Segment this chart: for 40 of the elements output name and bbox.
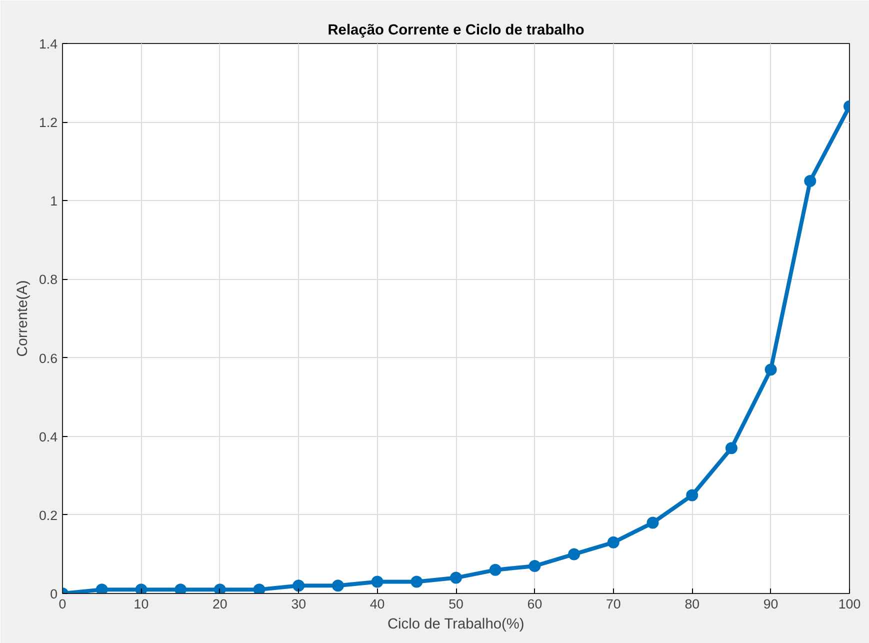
point <box>804 175 816 187</box>
point <box>96 584 108 594</box>
x-tick-label: 30 <box>291 596 306 612</box>
x-tick-label: 80 <box>684 596 700 612</box>
point <box>646 516 659 529</box>
point <box>174 584 187 594</box>
point <box>410 576 423 588</box>
y-tick-label: 0.2 <box>38 508 58 523</box>
point <box>332 580 344 592</box>
y-tick-label: 1 <box>50 194 58 209</box>
point <box>607 536 620 548</box>
y-tick-label: 1.2 <box>38 115 58 130</box>
chart-title: Relação Corrente e Ciclo de trabalho <box>328 22 584 38</box>
y-tick-label: 0.8 <box>38 272 58 288</box>
point <box>371 576 384 588</box>
point <box>135 584 148 594</box>
x-tick-label: 40 <box>370 596 385 612</box>
point <box>686 489 698 502</box>
y-axis-title: Corrente(A) <box>14 280 31 357</box>
x-axis-title: Ciclo de Trabalho(%) <box>387 616 524 632</box>
point <box>528 560 541 572</box>
x-tick-label: 100 <box>838 596 861 612</box>
x-tick-label: 60 <box>527 596 542 612</box>
y-tick-label: 0 <box>50 586 58 602</box>
point <box>489 564 502 576</box>
y-tick-label: 0.4 <box>38 429 58 444</box>
x-tick-label: 70 <box>606 596 621 612</box>
point <box>764 364 777 376</box>
y-tick-label: 0.6 <box>38 350 58 366</box>
point <box>568 548 580 560</box>
x-tick-label: 10 <box>134 596 149 612</box>
point <box>253 584 266 594</box>
point <box>450 572 462 584</box>
point <box>292 580 305 592</box>
x-tick-label: 90 <box>763 596 778 612</box>
point <box>214 584 226 594</box>
x-tick-label: 50 <box>448 596 464 612</box>
point <box>725 442 738 454</box>
y-tick-label: 1.4 <box>38 36 58 52</box>
x-tick-label: 20 <box>212 596 228 612</box>
